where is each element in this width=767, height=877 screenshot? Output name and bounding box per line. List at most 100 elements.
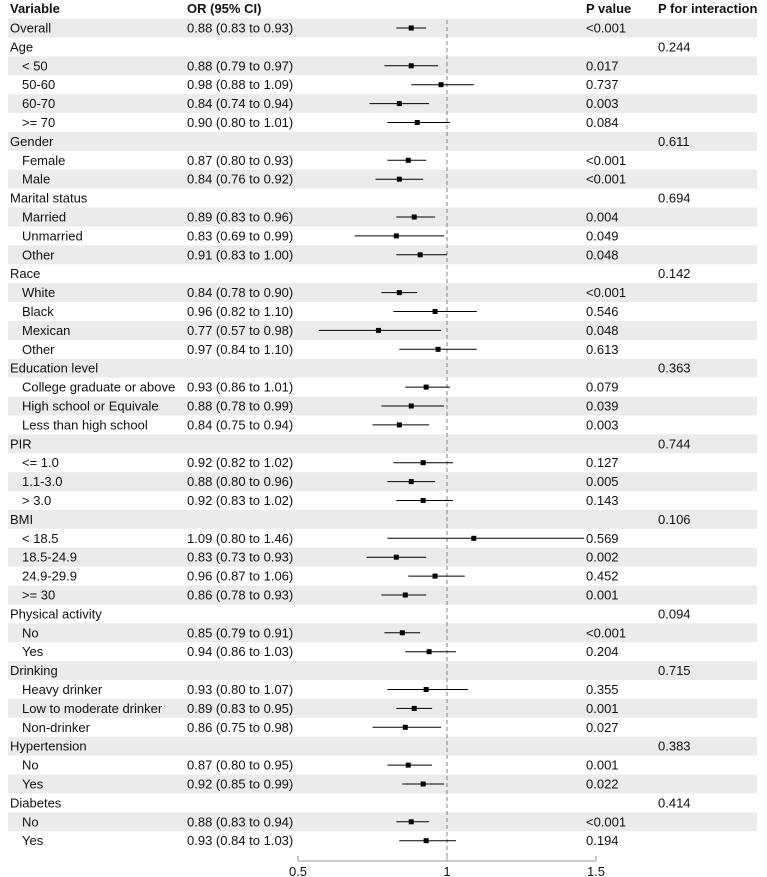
- point-estimate: [423, 687, 429, 692]
- table-row: No 0.85 (0.79 to 0.91) <0.001: [22, 625, 626, 640]
- subgroup-label: <= 1.0: [22, 455, 59, 470]
- row-stripe: [8, 736, 757, 756]
- header-variable: Variable: [10, 1, 60, 16]
- table-row: 50-60 0.98 (0.88 to 1.09) 0.737: [22, 77, 619, 92]
- p-value-text: <0.001: [586, 625, 626, 640]
- p-interaction-text: 0.611: [658, 134, 690, 149]
- point-estimate: [393, 554, 399, 560]
- p-value-text: 0.569: [586, 531, 619, 546]
- point-estimate: [396, 422, 402, 428]
- table-row: 1.1-3.0 0.88 (0.80 to 0.96) 0.005: [22, 474, 619, 489]
- point-estimate: [417, 252, 423, 258]
- group-label: Overall: [10, 21, 51, 36]
- table-row: Gender 0.611: [10, 134, 690, 149]
- subgroup-label: >= 30: [22, 588, 55, 603]
- x-tick-label: 0.5: [289, 864, 307, 877]
- or-ci-text: 0.87 (0.80 to 0.95): [187, 758, 293, 773]
- row-stripe: [8, 774, 757, 794]
- table-row: Black 0.96 (0.82 to 1.10) 0.546: [22, 304, 619, 319]
- point-estimate: [375, 327, 381, 333]
- p-value-text: 0.001: [586, 701, 619, 716]
- p-value-text: <0.001: [586, 814, 626, 829]
- subgroup-label: Mexican: [22, 323, 70, 338]
- point-estimate: [423, 384, 429, 390]
- row-stripe: [8, 131, 757, 151]
- table-row: Hypertension 0.383: [10, 739, 691, 754]
- group-label: Marital status: [10, 191, 88, 206]
- or-ci-text: 0.83 (0.69 to 0.99): [187, 228, 293, 243]
- subgroup-label: No: [22, 814, 39, 829]
- point-estimate: [411, 214, 417, 220]
- p-interaction-text: 0.414: [658, 795, 691, 810]
- point-estimate: [399, 630, 405, 636]
- or-ci-text: 0.96 (0.87 to 1.06): [187, 569, 293, 584]
- table-row: <= 1.0 0.92 (0.82 to 1.02) 0.127: [22, 455, 619, 470]
- table-row: Physical activity 0.094: [10, 606, 691, 621]
- table-row: PIR 0.744: [10, 436, 691, 451]
- p-interaction-text: 0.142: [658, 266, 691, 281]
- subgroup-label: Other: [22, 247, 55, 262]
- point-estimate: [408, 25, 414, 31]
- or-ci-text: 0.94 (0.86 to 1.03): [187, 644, 293, 659]
- or-ci-text: 0.88 (0.78 to 0.99): [187, 399, 293, 414]
- p-value-text: 0.127: [586, 455, 619, 470]
- p-value-text: 0.079: [586, 380, 619, 395]
- header-p-value: P value: [586, 1, 631, 16]
- subgroup-label: Married: [22, 210, 66, 225]
- or-ci-text: 0.77 (0.57 to 0.98): [187, 323, 293, 338]
- row-stripe: [8, 472, 757, 492]
- subgroup-label: < 18.5: [22, 531, 59, 546]
- table-row: Married 0.89 (0.83 to 0.96) 0.004: [22, 210, 619, 225]
- table-row: Other 0.91 (0.83 to 1.00) 0.048: [22, 247, 619, 262]
- table-row: Heavy drinker 0.93 (0.80 to 1.07) 0.355: [22, 682, 619, 697]
- table-row: No 0.87 (0.80 to 0.95) 0.001: [22, 758, 619, 773]
- forest-rows: Overall 0.88 (0.83 to 0.93) <0.001 Age 0.244…: [10, 21, 691, 849]
- subgroup-label: >= 70: [22, 115, 55, 130]
- or-ci-text: 0.85 (0.79 to 0.91): [187, 625, 293, 640]
- table-row: 60-70 0.84 (0.74 to 0.94) 0.003: [22, 96, 619, 111]
- table-row: Yes 0.94 (0.86 to 1.03) 0.204: [22, 644, 619, 659]
- p-value-text: 0.613: [586, 342, 619, 357]
- table-row: College graduate or above 0.93 (0.86 to 1…: [22, 380, 619, 395]
- row-stripe: [8, 509, 757, 529]
- table-row: Age 0.244: [10, 39, 691, 54]
- subgroup-label: Black: [22, 304, 54, 319]
- x-tick-label: 1: [443, 864, 450, 877]
- p-interaction-text: 0.383: [658, 739, 691, 754]
- or-ci-text: 0.96 (0.82 to 1.10): [187, 304, 293, 319]
- x-tick-label: 1.5: [587, 864, 605, 877]
- p-value-text: 0.022: [586, 777, 619, 792]
- point-estimate: [426, 649, 432, 655]
- or-ci-text: 0.89 (0.83 to 0.96): [187, 210, 293, 225]
- point-estimate: [396, 176, 402, 182]
- point-estimate: [435, 346, 441, 352]
- p-interaction-text: 0.715: [658, 663, 691, 678]
- group-label: PIR: [10, 436, 32, 451]
- subgroup-label: Yes: [22, 777, 44, 792]
- point-estimate: [396, 101, 402, 107]
- table-row: Diabetes 0.414: [10, 795, 691, 810]
- or-ci-text: 0.91 (0.83 to 1.00): [187, 247, 293, 262]
- p-value-text: 0.005: [586, 474, 619, 489]
- point-estimate: [402, 592, 408, 598]
- header-p-interaction: P for interaction: [658, 1, 758, 16]
- point-estimate: [411, 705, 417, 711]
- point-estimate: [396, 290, 402, 296]
- row-stripe: [8, 56, 757, 76]
- subgroup-label: Heavy drinker: [22, 682, 103, 697]
- table-header: Variable OR (95% CI) P value P for inter…: [10, 1, 758, 16]
- x-axis: 0.5 1 1.5: [289, 856, 605, 877]
- group-label: Education level: [10, 361, 98, 376]
- p-value-text: 0.452: [586, 569, 619, 584]
- p-value-text: 0.049: [586, 228, 619, 243]
- p-interaction-text: 0.106: [658, 512, 691, 527]
- or-ci-text: 0.88 (0.80 to 0.96): [187, 474, 293, 489]
- or-ci-text: 0.98 (0.88 to 1.09): [187, 77, 293, 92]
- p-value-text: 0.003: [586, 96, 619, 111]
- row-stripe: [8, 698, 757, 718]
- table-row: Other 0.97 (0.84 to 1.10) 0.613: [22, 342, 619, 357]
- p-value-text: 0.017: [586, 58, 619, 73]
- or-ci-text: 0.84 (0.74 to 0.94): [187, 96, 293, 111]
- or-ci-text: 0.88 (0.83 to 0.94): [187, 814, 293, 829]
- or-ci-text: 0.86 (0.75 to 0.98): [187, 720, 293, 735]
